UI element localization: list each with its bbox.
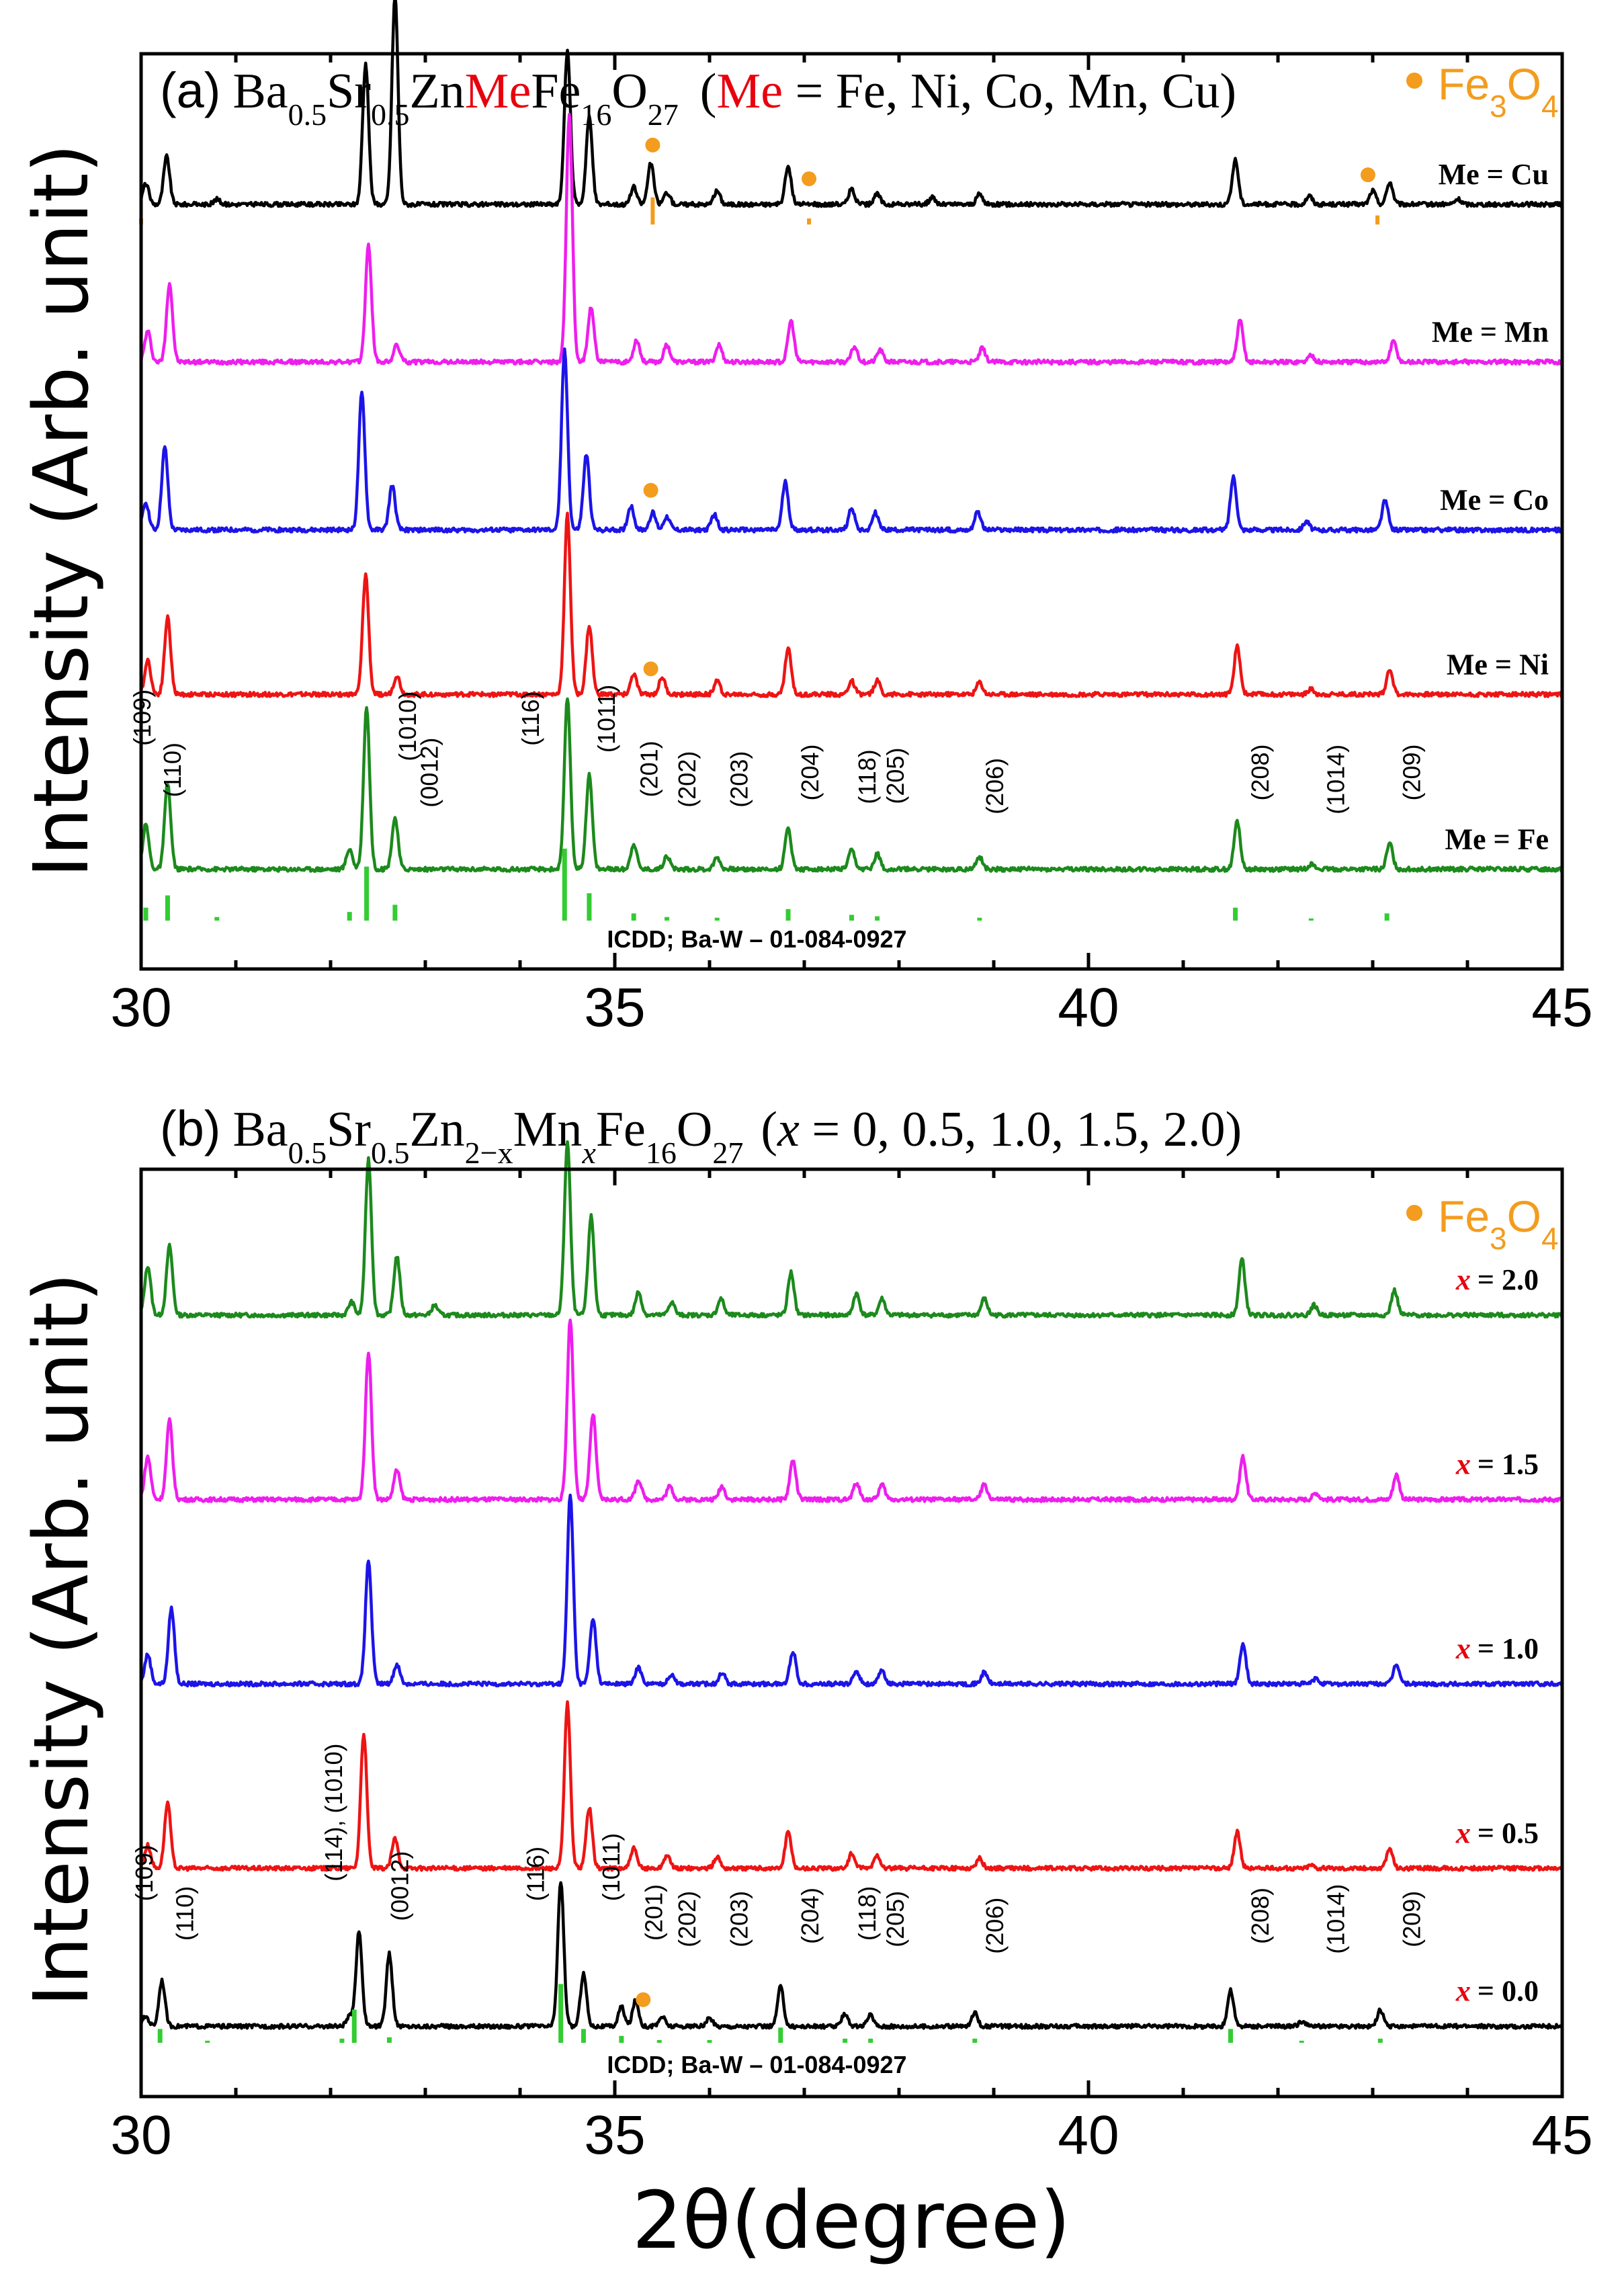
series-line-me-cu <box>139 0 1564 208</box>
hkl-label: (205) <box>882 748 909 804</box>
panel-a-title: (a) Ba0.5Sr0.5ZnMeFe16O27 (Me = Fe, Ni, … <box>160 62 1236 132</box>
series-line-x-1-0 <box>139 1493 1564 1688</box>
panel-a: (a) Ba0.5Sr0.5ZnMeFe16O27 (Me = Fe, Ni, … <box>18 0 1593 1038</box>
fe3o4-impurity-marker <box>643 482 658 498</box>
panel-a-frame <box>139 52 1564 971</box>
hkl-label: (1010) <box>394 691 421 761</box>
series-label-me-co: Me = Co <box>1440 484 1549 517</box>
hkl-label: (116) <box>517 691 544 746</box>
hkl-label: (208) <box>1246 744 1274 800</box>
hkl-label: (203) <box>725 751 753 808</box>
series-line-me-mn <box>139 112 1564 366</box>
hkl-label: (201) <box>640 1884 668 1941</box>
hkl-label: (0012) <box>415 738 443 808</box>
hkl-label: (202) <box>673 1891 701 1947</box>
panel-a-x-axis: 30 35 40 45 <box>110 54 1593 1038</box>
panel-a-y-axis-label: Intensity (Arb. unit) <box>18 144 105 878</box>
series-label-me-ni: Me = Ni <box>1447 648 1549 681</box>
fe3o4-impurity-marker <box>802 171 817 187</box>
hkl-label: (1014) <box>1322 1884 1350 1954</box>
hkl-label: (201) <box>636 741 663 797</box>
series-label-x-0-0: x = 0.0 <box>1455 1975 1539 2008</box>
icdd-reference-caption: ICDD; Ba-W – 01-084-0927 <box>607 2051 906 2078</box>
fe3o4-legend-marker <box>1406 73 1422 89</box>
series-label-x-2-0: x = 2.0 <box>1455 1263 1539 1296</box>
panel-b-condition: (x = 0, 0.5, 1.0, 1.5, 2.0) <box>761 1102 1242 1157</box>
panel-b: (b) Ba0.5Sr0.5Zn2−xMnxFe16O27 (x = 0, 0.… <box>18 1101 1593 2267</box>
series-line-x-0-0 <box>139 1881 1563 2030</box>
panel-b-frame <box>139 1167 1564 2099</box>
x-tick-label: 35 <box>584 2105 645 2166</box>
hkl-label: (204) <box>796 1888 824 1944</box>
fe3o4-legend-label-b: Fe3O4 <box>1438 1191 1559 1256</box>
panel-b-y-axis-label: Intensity (Arb. unit) <box>18 1273 105 2007</box>
panel-a-formula: Ba0.5Sr0.5ZnMeFe16O27 <box>232 64 678 132</box>
hkl-label: (209) <box>1398 744 1426 800</box>
fe3o4-legend-label: Fe3O4 <box>1438 59 1559 124</box>
hkl-label: (109) <box>130 1845 158 1901</box>
x-tick-label: 40 <box>1058 977 1119 1038</box>
series-line-me-co <box>139 347 1563 534</box>
panel-a-legend: Fe3O4 <box>1406 59 1559 124</box>
panel-b-legend: Fe3O4 <box>1406 1191 1559 1256</box>
series-line-x-2-0 <box>139 1140 1564 1319</box>
hkl-label: (202) <box>673 751 701 808</box>
hkl-label: (116) <box>521 1847 549 1901</box>
icdd-reference-caption: ICDD; Ba-W – 01-084-0927 <box>607 925 906 953</box>
series-line-me-fe <box>139 697 1564 873</box>
x-tick-label: 30 <box>110 2105 171 2166</box>
panel-b-x-axis: 30 35 40 45 <box>110 1169 1593 2166</box>
fe3o4-impurity-marker <box>636 1992 651 2007</box>
hkl-label: (206) <box>981 1898 1009 1954</box>
x-tick-label: 30 <box>110 977 171 1038</box>
hkl-label: (1011) <box>593 685 620 753</box>
series-label-x-0-5: x = 0.5 <box>1455 1816 1539 1849</box>
series-label-x-1-5: x = 1.5 <box>1455 1448 1539 1481</box>
hkl-label: (1011) <box>597 1833 625 1901</box>
series-line-x-1-5 <box>139 1318 1564 1503</box>
series-label-me-mn: Me = Mn <box>1432 316 1549 349</box>
hkl-label: (118) <box>853 1886 881 1941</box>
series-line-me-ni <box>139 511 1564 698</box>
x-tick-label: 45 <box>1531 977 1592 1038</box>
hkl-label: (110) <box>159 743 186 797</box>
series-label-me-fe: Me = Fe <box>1445 823 1549 856</box>
hkl-label: (114), (1010) <box>320 1743 347 1881</box>
fe3o4-impurity-marker <box>1360 167 1375 183</box>
hkl-label: (203) <box>725 1891 753 1947</box>
panel-b-prefix: (b) <box>160 1101 220 1156</box>
series-line-x-0-5 <box>139 1700 1564 1872</box>
x-axis-label: 2θ(degree) <box>632 2174 1071 2267</box>
hkl-label: (206) <box>981 758 1009 814</box>
panel-b-title: (b) Ba0.5Sr0.5Zn2−xMnxFe16O27 (x = 0, 0.… <box>160 1101 1242 1170</box>
series-label-x-1-0: x = 1.0 <box>1455 1632 1539 1665</box>
hkl-label: (205) <box>882 1891 909 1947</box>
hkl-label: (209) <box>1398 1891 1426 1947</box>
hkl-label: (110) <box>171 1886 199 1941</box>
x-tick-label: 40 <box>1058 2105 1119 2166</box>
fe3o4-impurity-marker <box>645 137 660 153</box>
hkl-label: (0012) <box>386 1851 414 1921</box>
panel-a-condition: (Me = Fe, Ni, Co, Mn, Cu) <box>700 64 1236 119</box>
hkl-label: (118) <box>853 749 881 804</box>
panel-b-formula: Ba0.5Sr0.5Zn2−xMnxFe16O27 <box>232 1102 743 1170</box>
x-tick-label: 45 <box>1531 2105 1592 2166</box>
hkl-label: (204) <box>796 744 824 800</box>
hkl-label: (1014) <box>1322 745 1350 814</box>
series-label-me-cu: Me = Cu <box>1439 158 1549 191</box>
panel-a-prefix: (a) <box>160 62 220 118</box>
fe3o4-legend-marker-b <box>1406 1205 1422 1221</box>
panel-b-plot-area: x = 2.0 x = 1.5 x = 1.0 x = 0.5 x = 0.0 (109) (110)… <box>130 1140 1564 2078</box>
hkl-label: (208) <box>1246 1888 1274 1944</box>
x-tick-label: 35 <box>584 977 645 1038</box>
fe3o4-impurity-marker <box>643 661 658 677</box>
